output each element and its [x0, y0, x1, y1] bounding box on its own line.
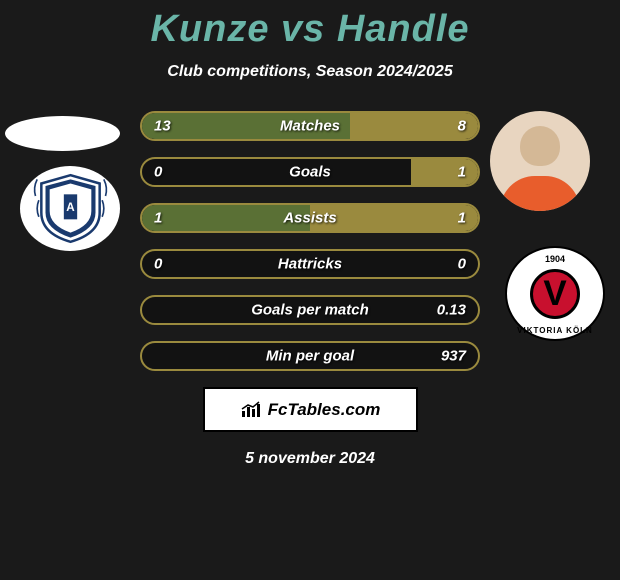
footer-brand-badge: FcTables.com: [203, 387, 418, 432]
svg-text:A: A: [66, 201, 75, 214]
stat-value-right: 8: [458, 118, 466, 135]
stat-row-goals: 0 Goals 1: [140, 157, 480, 187]
footer-brand-text: FcTables.com: [268, 400, 381, 420]
player-left-avatar: [5, 116, 120, 151]
stat-row-matches: 13 Matches 8: [140, 111, 480, 141]
viktoria-year: 1904: [507, 254, 603, 264]
stat-bars-container: 13 Matches 8 0 Goals 1 1 Assists 1 0 Hat…: [140, 111, 480, 371]
stat-label: Goals: [142, 164, 478, 181]
club-right-logo: 1904 V VIKTORIA KÖLN: [505, 246, 605, 341]
comparison-title: Kunze vs Handle: [0, 0, 620, 51]
stat-label: Matches: [142, 118, 478, 135]
stat-value-right: 937: [441, 348, 466, 365]
stat-label: Hattricks: [142, 256, 478, 273]
comparison-content: A 1904 V VIKTORIA KÖLN 13 Matches 8 0 Go…: [0, 111, 620, 468]
arminia-shield-icon: A: [28, 171, 113, 246]
viktoria-v-icon: V: [530, 269, 580, 319]
stat-label: Assists: [142, 210, 478, 227]
footer-date: 5 november 2024: [0, 450, 620, 468]
stat-row-gpm: Goals per match 0.13: [140, 295, 480, 325]
stat-label: Min per goal: [142, 348, 478, 365]
viktoria-city: VIKTORIA KÖLN: [507, 326, 603, 335]
stat-label: Goals per match: [142, 302, 478, 319]
stat-row-hattricks: 0 Hattricks 0: [140, 249, 480, 279]
chart-icon: [240, 401, 262, 419]
stat-value-right: 0: [458, 256, 466, 273]
stat-value-right: 1: [458, 164, 466, 181]
player-right-avatar: [490, 111, 590, 211]
stat-row-mpg: Min per goal 937: [140, 341, 480, 371]
stat-value-right: 0.13: [437, 302, 466, 319]
comparison-subtitle: Club competitions, Season 2024/2025: [0, 63, 620, 81]
club-left-logo: A: [20, 166, 120, 251]
stat-value-right: 1: [458, 210, 466, 227]
stat-row-assists: 1 Assists 1: [140, 203, 480, 233]
